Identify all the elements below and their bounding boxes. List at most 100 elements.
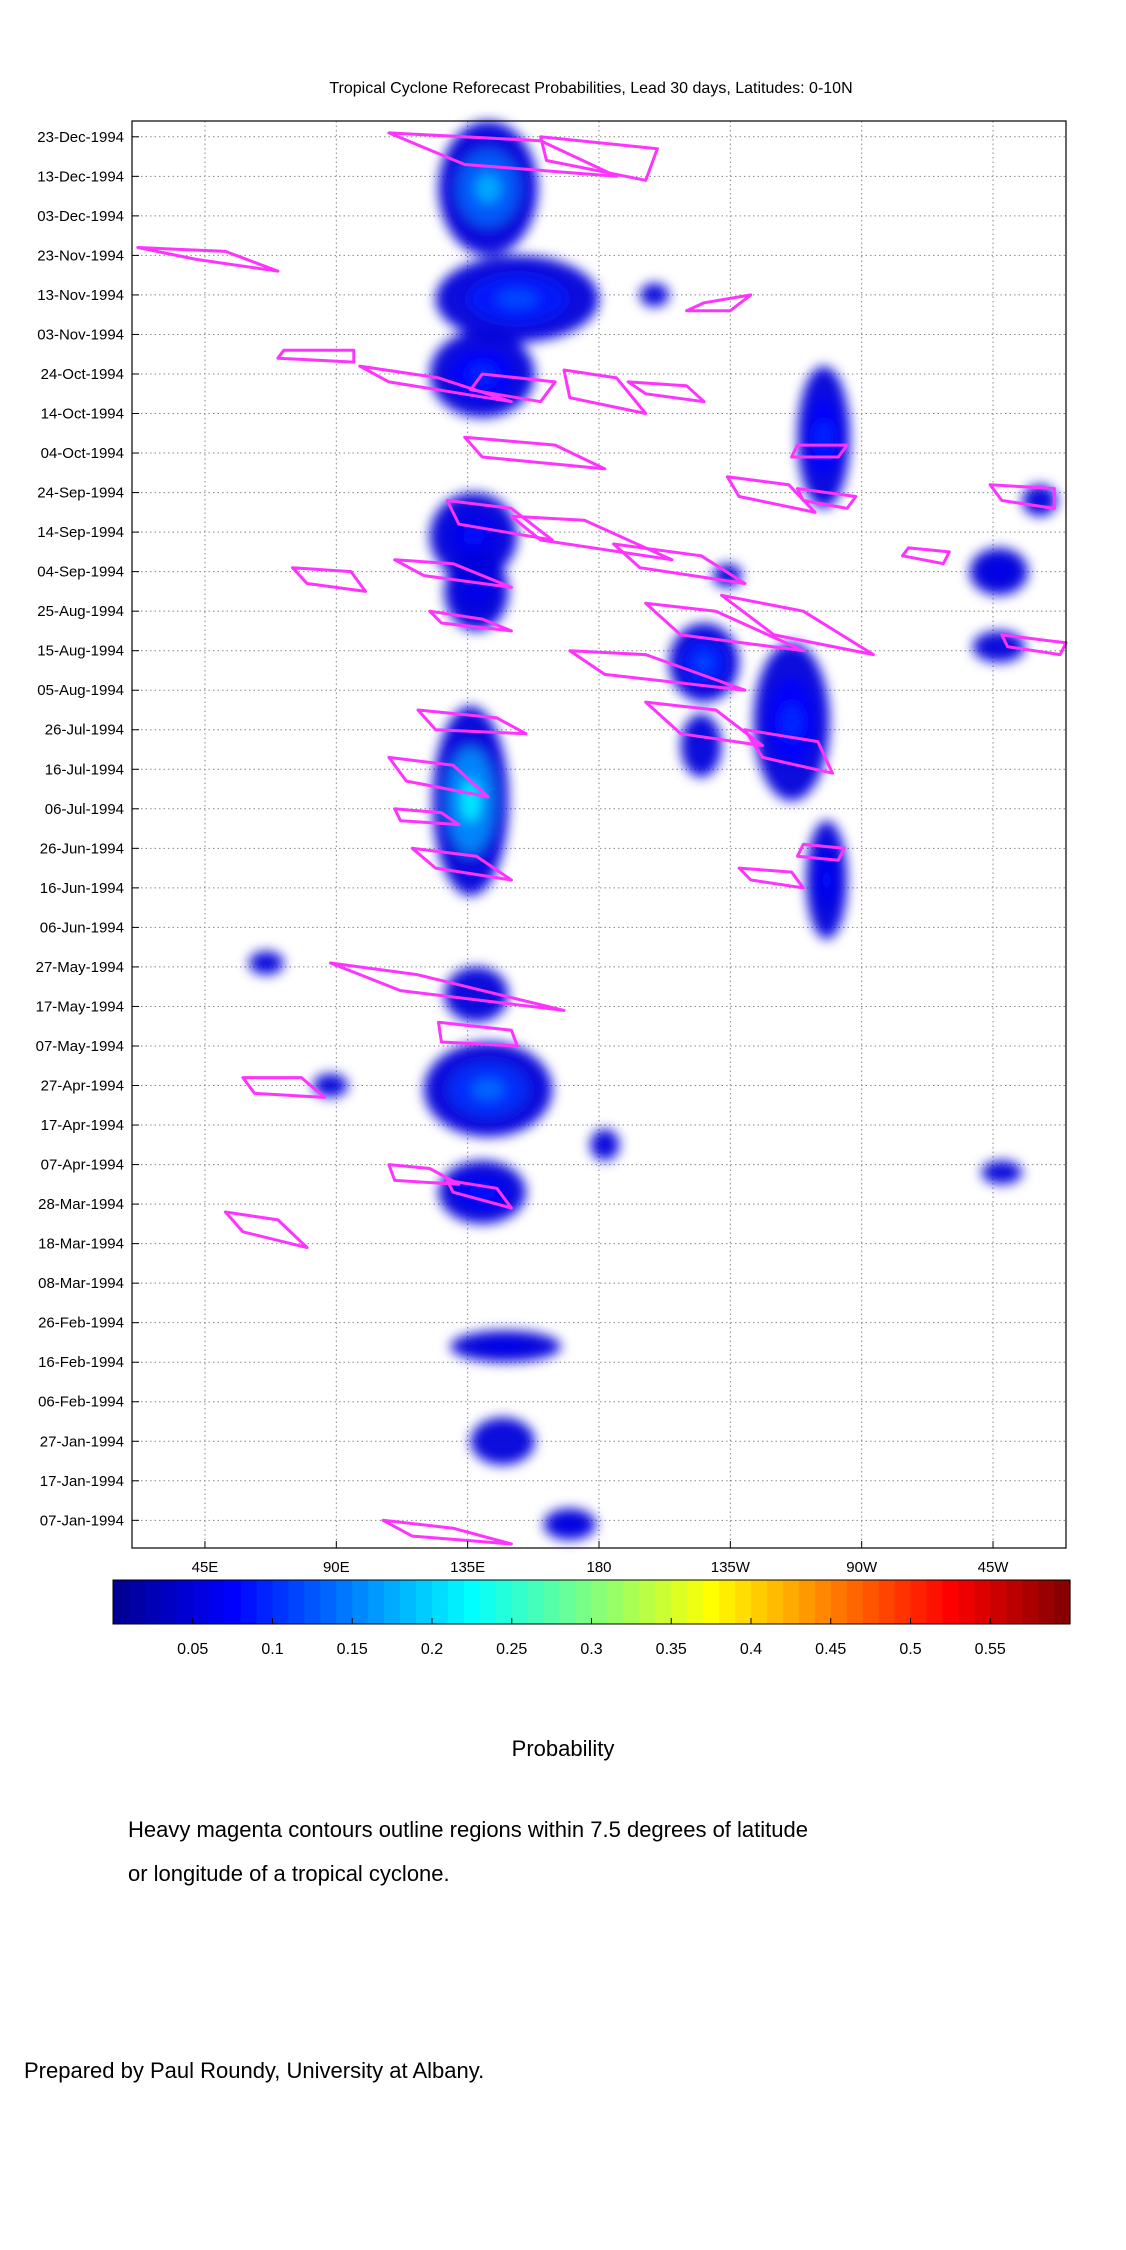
colorbar-bin: [447, 1580, 465, 1624]
colorbar-bin: [416, 1580, 433, 1624]
probability-region: [981, 1160, 1023, 1185]
y-tick-label: 07-Jan-1994: [40, 1512, 124, 1529]
colorbar-tick-label: 0.25: [496, 1641, 527, 1658]
y-tick-label: 27-Jan-1994: [40, 1433, 124, 1450]
y-tick-label: 24-Sep-1994: [37, 485, 124, 502]
colorbar-ticks: 0.05 0.1 0.15 0.2 0.25 0.3 0.35 0.4 0.45 0.5 0.55: [177, 1618, 1006, 1658]
y-tick-label: 14-Oct-1994: [41, 406, 124, 423]
colorbar-bin: [113, 1580, 130, 1624]
colorbar-bin: [160, 1580, 178, 1624]
colorbar-bin: [990, 1580, 1007, 1624]
y-tick-label: 03-Nov-1994: [37, 326, 124, 343]
colorbar-bin: [320, 1580, 337, 1624]
y-tick-label: 15-Aug-1994: [37, 643, 124, 660]
y-tick-label: 04-Sep-1994: [37, 564, 124, 581]
cyclone-contour: [562, 368, 648, 415]
colorbar-bin: [1054, 1580, 1071, 1624]
probability-region: [312, 1073, 348, 1098]
cyclone-contour: [796, 842, 846, 862]
colorbar-bin: [208, 1580, 226, 1624]
colorbar-bin: [878, 1580, 896, 1624]
colorbar-bin: [463, 1580, 481, 1624]
colorbar-bin: [495, 1580, 513, 1624]
cyclone-contour: [901, 546, 951, 566]
colorbar-bin: [1038, 1580, 1055, 1624]
probability-region-peak: [468, 582, 485, 601]
colorbar-bin: [591, 1580, 609, 1624]
colorbar-bin: [432, 1580, 449, 1624]
probability-region-peak: [496, 289, 538, 309]
y-tick-label: 05-Aug-1994: [37, 682, 124, 699]
y-tick-label: 04-Oct-1994: [41, 445, 124, 462]
colorbar-bin: [703, 1580, 720, 1624]
cyclone-contour: [387, 755, 490, 799]
x-tick-label: 135E: [450, 1559, 485, 1576]
colorbar-bin: [575, 1580, 593, 1624]
y-tick-label: 27-Apr-1994: [41, 1078, 124, 1095]
cyclone-contour: [463, 435, 607, 471]
colorbar-bin: [623, 1580, 640, 1624]
y-tick-label: 17-Apr-1994: [41, 1117, 124, 1134]
cyclone-contour: [437, 1020, 519, 1048]
cyclone-contour: [416, 708, 528, 736]
probability-region-peak: [563, 1520, 577, 1528]
colorbar-bin: [479, 1580, 497, 1624]
cyclone-contour: [743, 728, 834, 775]
y-tick-label: 16-Feb-1994: [38, 1354, 124, 1371]
colorbar-bin: [782, 1580, 800, 1624]
y-tick-label: 25-Aug-1994: [37, 603, 124, 620]
y-tick-label: 23-Dec-1994: [37, 129, 124, 146]
probability-region: [590, 1128, 620, 1161]
y-tick-label: 26-Jun-1994: [40, 840, 124, 857]
y-tick-label: 07-May-1994: [36, 1038, 124, 1055]
colorbar-bin: [974, 1580, 991, 1624]
colorbar-bin: [639, 1580, 656, 1624]
colorbar-bin: [655, 1580, 672, 1624]
colorbar-bin: [368, 1580, 385, 1624]
colorbar-bin: [128, 1580, 146, 1624]
contour-note-line2: or longitude of a tropical cyclone.: [128, 1861, 450, 1886]
colorbar-bin: [830, 1580, 848, 1624]
cyclone-contour: [988, 483, 1056, 510]
cyclone-contour: [644, 700, 764, 748]
y-tick-label: 18-Mar-1994: [38, 1236, 124, 1253]
cyclone-contour: [393, 558, 513, 589]
cyclone-contour: [329, 961, 566, 1012]
y-tick-label: 16-Jul-1994: [45, 761, 124, 778]
x-tick-label: 90E: [323, 1559, 350, 1576]
colorbar-tick-label: 0.35: [656, 1641, 687, 1658]
cyclone-contour: [568, 649, 747, 692]
cyclone-contour: [136, 246, 280, 273]
colorbar-bin: [192, 1580, 210, 1624]
y-tick-label: 14-Sep-1994: [37, 524, 124, 541]
colorbar-bin: [894, 1580, 912, 1624]
colorbar-bin: [384, 1580, 401, 1624]
cyclone-contour: [509, 514, 674, 562]
colorbar-tick-label: 0.05: [177, 1641, 208, 1658]
colorbar-bin: [719, 1580, 736, 1624]
probability-region-peak: [817, 421, 831, 453]
probability-region-peak: [782, 704, 802, 740]
x-tick-label: 135W: [711, 1559, 751, 1576]
probability-region-peak: [991, 566, 1007, 577]
probability-field: [248, 121, 1058, 1541]
cyclone-contour: [612, 542, 747, 585]
colorbar-bin: [240, 1580, 258, 1624]
colorbar-bin: [671, 1580, 688, 1624]
cyclone-contour: [626, 380, 706, 404]
cyclone-contour: [291, 566, 367, 593]
y-tick-label: 28-Mar-1994: [38, 1196, 124, 1213]
y-tick-label: 07-Apr-1994: [41, 1157, 124, 1174]
y-axis-ticks: 07-Jan-1994 17-Jan-1994 27-Jan-1994 06-Feb-…: [36, 129, 139, 1529]
colorbar-bin: [527, 1580, 545, 1624]
cyclone-contour: [685, 293, 753, 313]
colorbar-bin: [352, 1580, 369, 1624]
colorbar-tick-label: 0.2: [421, 1641, 443, 1658]
contour-note-line1: Heavy magenta contours outline regions w…: [128, 1817, 808, 1842]
colorbar-bin: [511, 1580, 529, 1624]
probability-region-peak: [462, 526, 485, 546]
cyclone-contour: [796, 487, 858, 510]
colorbar-bin: [958, 1580, 975, 1624]
cyclone-contour: [1000, 633, 1068, 657]
colorbar-bin: [400, 1580, 417, 1624]
